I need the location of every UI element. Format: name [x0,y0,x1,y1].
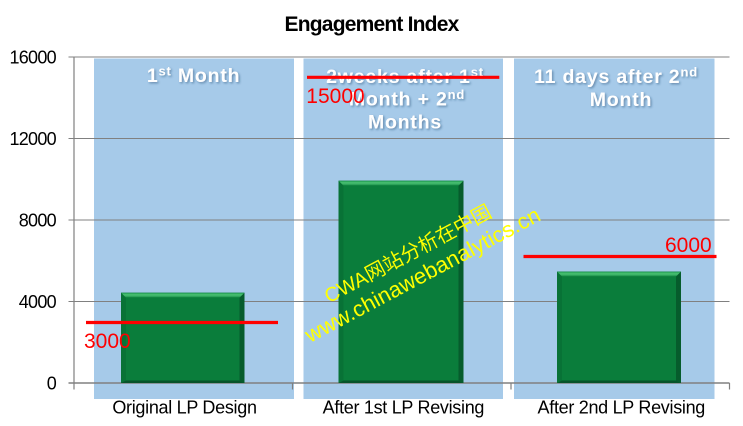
svg-text:Months: Months [368,112,442,134]
svg-text:6000: 6000 [665,234,712,257]
svg-text:11 days after 2nd: 11 days after 2nd [534,65,698,89]
svg-text:16000: 16000 [9,48,56,68]
svg-text:After 2nd LP Revising: After 2nd LP Revising [538,398,705,418]
svg-text:8000: 8000 [19,211,57,231]
svg-text:Engagement Index: Engagement Index [285,13,460,36]
svg-text:Month: Month [590,89,652,111]
svg-text:15000: 15000 [306,85,364,108]
svg-text:4000: 4000 [19,292,57,312]
svg-text:Original LP Design: Original LP Design [112,398,256,418]
svg-text:3000: 3000 [84,330,131,353]
svg-text:Month + 2nd: Month + 2nd [349,87,465,111]
svg-text:After 1st LP Revising: After 1st LP Revising [323,398,484,418]
svg-text:12000: 12000 [9,129,56,149]
svg-text:0: 0 [47,374,57,394]
